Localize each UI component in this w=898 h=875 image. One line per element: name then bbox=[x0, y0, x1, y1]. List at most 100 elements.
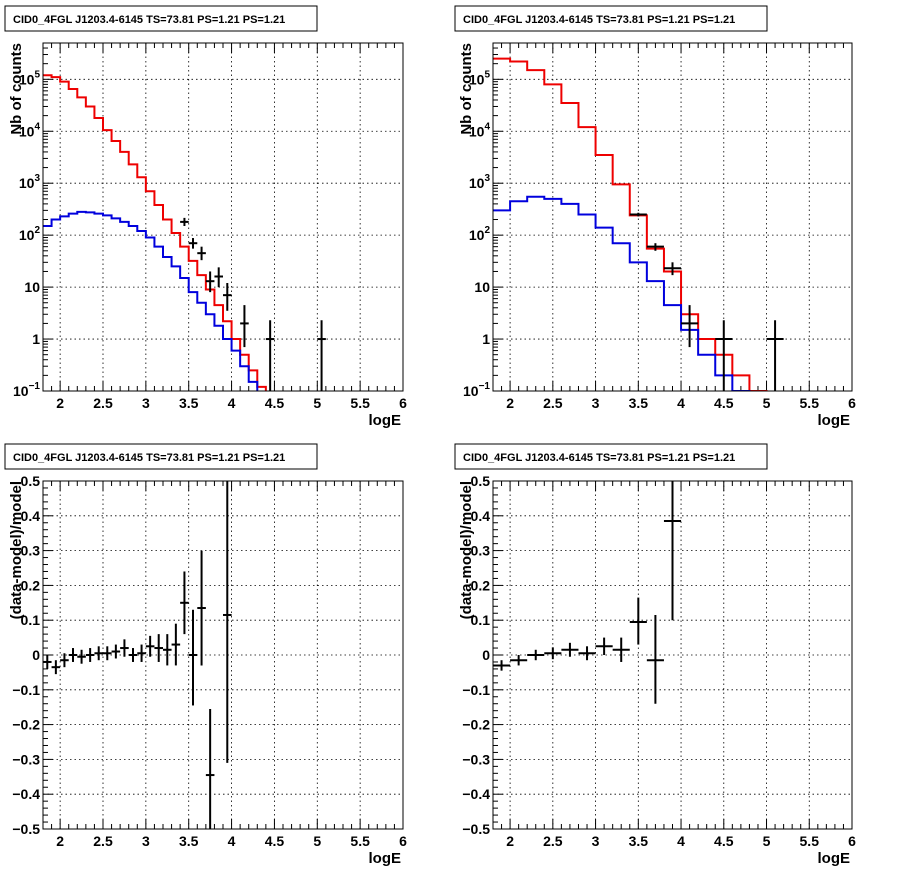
chart-title: CID0_4FGL J1203.4-6145 TS=73.81 PS=1.21 … bbox=[13, 14, 285, 26]
y-tick-label-base: 0.3 bbox=[21, 543, 41, 559]
y-tick-label-base: −0.2 bbox=[12, 717, 40, 733]
y-tick-label: 0 bbox=[32, 647, 40, 663]
x-tick-label: 3.5 bbox=[179, 395, 199, 411]
x-tick-label: 5.5 bbox=[350, 833, 370, 849]
chart-title: CID0_4FGL J1203.4-6145 TS=73.81 PS=1.21 … bbox=[13, 452, 285, 464]
y-tick-label-base: 10 bbox=[474, 279, 490, 295]
y-tick-label-base: −0.1 bbox=[12, 682, 40, 698]
x-tick-label: 4 bbox=[677, 395, 685, 411]
y-tick-label: 0.1 bbox=[471, 612, 491, 628]
y-tick-label-base: 10 bbox=[24, 279, 40, 295]
y-axis-title: (data-model)/model bbox=[8, 481, 25, 619]
y-tick-label-exponent: 4 bbox=[484, 121, 490, 132]
y-tick-label: 103 bbox=[469, 173, 491, 191]
x-tick-label: 4.5 bbox=[265, 833, 285, 849]
y-tick-label: 102 bbox=[469, 225, 491, 243]
y-tick-label: −0.3 bbox=[12, 751, 40, 767]
y-tick-label: −0.4 bbox=[12, 786, 40, 802]
y-tick-label: 1 bbox=[482, 331, 490, 347]
y-tick-label: 104 bbox=[19, 121, 41, 139]
x-tick-label: 4 bbox=[677, 833, 685, 849]
y-tick-label-base: 0.4 bbox=[21, 508, 41, 524]
y-tick-label-base: 10 bbox=[19, 123, 35, 139]
chart-title: CID0_4FGL J1203.4-6145 TS=73.81 PS=1.21 … bbox=[463, 452, 735, 464]
plot-frame bbox=[492, 480, 853, 830]
y-tick-label-exponent: 2 bbox=[484, 225, 490, 236]
y-tick-label: 103 bbox=[19, 173, 41, 191]
source-model-histogram bbox=[493, 195, 751, 391]
counts-left-panel: CID0_4FGL J1203.4-6145 TS=73.81 PS=1.21 … bbox=[4, 5, 407, 429]
y-tick-label: 102 bbox=[19, 225, 41, 243]
y-tick-label: 10−1 bbox=[463, 381, 490, 399]
plot-frame bbox=[42, 480, 404, 830]
y-tick-label: 0.2 bbox=[21, 577, 41, 593]
y-tick-label: −0.1 bbox=[12, 682, 40, 698]
y-tick-label: 105 bbox=[469, 69, 491, 87]
x-axis-title: logE bbox=[818, 412, 851, 429]
y-tick-label-base: −0.3 bbox=[462, 751, 490, 767]
x-tick-label: 4 bbox=[228, 395, 236, 411]
total-model-histogram bbox=[43, 74, 267, 391]
y-tick-label: 105 bbox=[19, 69, 41, 87]
y-tick-label: 0.2 bbox=[471, 577, 491, 593]
x-tick-label: 2.5 bbox=[543, 833, 563, 849]
y-tick-label: 104 bbox=[469, 121, 491, 139]
x-tick-label: 2.5 bbox=[93, 395, 113, 411]
y-tick-label-base: −0.5 bbox=[462, 821, 490, 837]
y-tick-label-base: 10 bbox=[13, 383, 29, 399]
y-tick-label-base: −0.5 bbox=[12, 821, 40, 837]
x-axis-title: logE bbox=[369, 412, 402, 429]
x-tick-label: 3 bbox=[592, 833, 600, 849]
x-tick-label: 4 bbox=[228, 833, 236, 849]
x-tick-label: 6 bbox=[848, 395, 856, 411]
x-tick-label: 4.5 bbox=[265, 395, 285, 411]
y-tick-label-base: 10 bbox=[463, 383, 479, 399]
y-tick-label-base: 10 bbox=[469, 175, 485, 191]
y-tick-label-base: 10 bbox=[19, 175, 35, 191]
x-tick-label: 2 bbox=[56, 833, 64, 849]
y-tick-label-base: −0.3 bbox=[12, 751, 40, 767]
x-tick-label: 3 bbox=[142, 395, 150, 411]
x-tick-label: 6 bbox=[848, 833, 856, 849]
x-tick-label: 2.5 bbox=[543, 395, 563, 411]
counts-right-panel: CID0_4FGL J1203.4-6145 TS=73.81 PS=1.21 … bbox=[454, 5, 856, 429]
y-tick-label-base: −0.1 bbox=[462, 682, 490, 698]
residuals-left-panel: CID0_4FGL J1203.4-6145 TS=73.81 PS=1.21 … bbox=[4, 443, 407, 867]
x-tick-label: 3.5 bbox=[629, 395, 649, 411]
y-tick-label: 0.3 bbox=[21, 543, 41, 559]
x-tick-label: 5 bbox=[763, 395, 771, 411]
y-tick-label-base: 0 bbox=[32, 647, 40, 663]
y-tick-label-base: 10 bbox=[19, 227, 35, 243]
y-tick-label-base: 0 bbox=[482, 647, 490, 663]
y-tick-label: 1 bbox=[32, 331, 40, 347]
x-tick-label: 3.5 bbox=[179, 833, 199, 849]
x-axis-title: logE bbox=[369, 850, 402, 867]
y-tick-label-base: 0.4 bbox=[471, 508, 491, 524]
x-tick-label: 4.5 bbox=[714, 395, 734, 411]
y-tick-label-base: −0.2 bbox=[462, 717, 490, 733]
y-tick-label-base: 10 bbox=[19, 71, 35, 87]
title-box bbox=[454, 5, 768, 32]
x-tick-label: 6 bbox=[399, 833, 407, 849]
y-tick-label: 0.3 bbox=[471, 543, 491, 559]
y-tick-label-exponent: 3 bbox=[34, 173, 40, 184]
y-tick-label-base: 0.2 bbox=[471, 577, 491, 593]
y-tick-label: −0.5 bbox=[12, 821, 40, 837]
y-tick-label-base: 0.1 bbox=[21, 612, 41, 628]
x-tick-label: 2 bbox=[506, 833, 514, 849]
x-tick-label: 4.5 bbox=[714, 833, 734, 849]
y-tick-label: 0.5 bbox=[471, 473, 491, 489]
y-tick-label: −0.1 bbox=[462, 682, 490, 698]
title-box bbox=[4, 5, 318, 32]
y-tick-label-exponent: 4 bbox=[34, 121, 40, 132]
y-tick-label-exponent: 5 bbox=[34, 69, 40, 80]
y-tick-label-base: 10 bbox=[469, 71, 485, 87]
x-tick-label: 5.5 bbox=[800, 833, 820, 849]
x-tick-label: 2 bbox=[56, 395, 64, 411]
y-tick-label-exponent: 3 bbox=[484, 173, 490, 184]
x-tick-label: 2 bbox=[506, 395, 514, 411]
y-tick-label: 10 bbox=[474, 279, 490, 295]
x-tick-label: 5 bbox=[763, 833, 771, 849]
y-tick-label-base: −0.4 bbox=[12, 786, 40, 802]
y-tick-label-base: 10 bbox=[469, 227, 485, 243]
